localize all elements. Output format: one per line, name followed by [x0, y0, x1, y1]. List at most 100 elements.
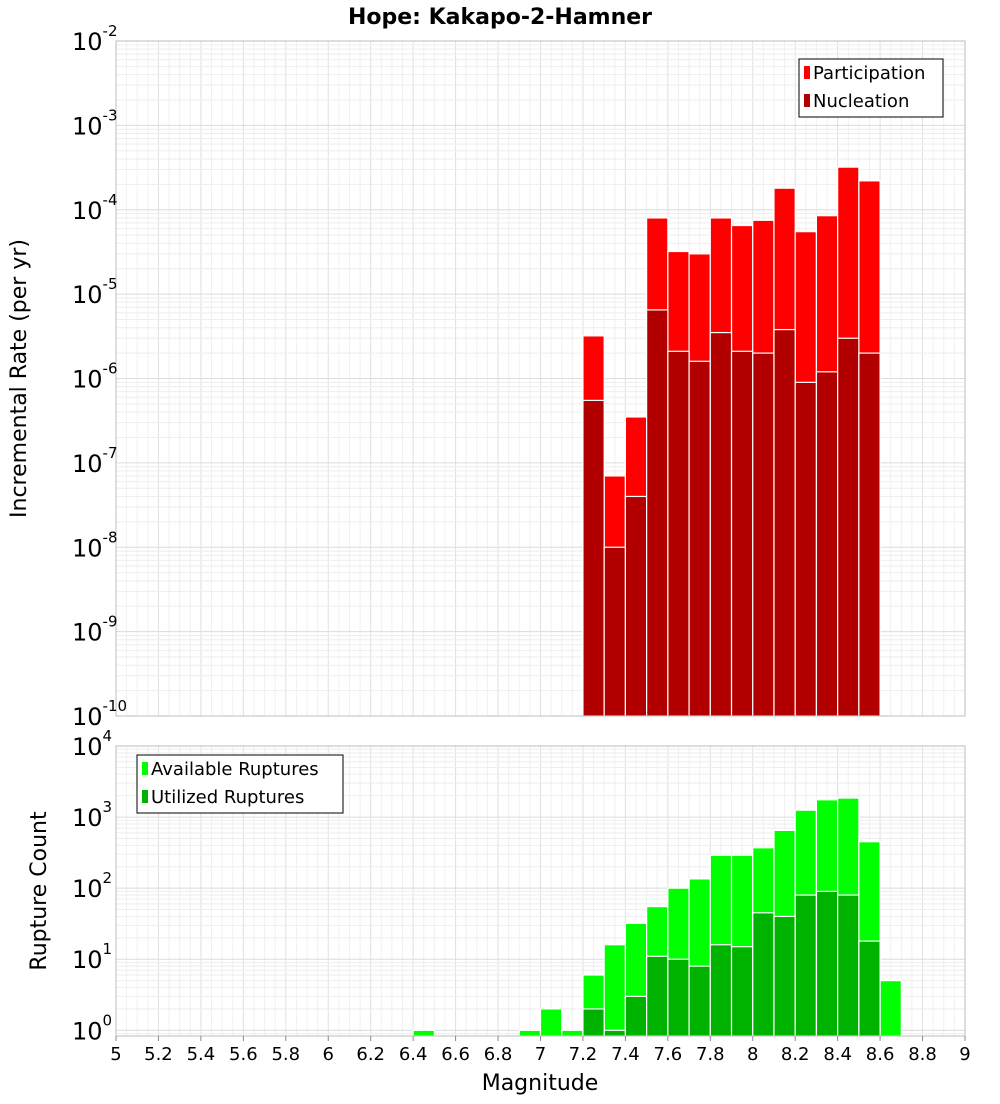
- y-tick-label: 101: [72, 940, 112, 974]
- y-tick-exponent: 3: [103, 798, 113, 816]
- y-tick-label: 10-9: [72, 613, 118, 647]
- x-axis: 5 5.2 5.4 5.6 5.8 6 6.2 6.4 6.6 6.8 7 7.2 7.4 7.6 7.8 8…: [110, 1036, 971, 1065]
- y-tick-label: 104: [72, 727, 112, 761]
- y-tick-exponent: 1: [103, 940, 113, 958]
- y-tick-label: 10-6: [72, 360, 118, 394]
- y-tick-exponent: -8: [103, 528, 118, 546]
- y-tick-label: 10-7: [72, 444, 118, 478]
- bar-available-ruptures: [539, 1008, 563, 1037]
- y-tick-base: 10: [72, 197, 103, 225]
- y-tick-base: 10: [72, 946, 103, 974]
- y-tick-exponent: -9: [103, 613, 118, 631]
- y-tick-base: 10: [72, 875, 103, 903]
- bars: [412, 797, 902, 1037]
- x-tick-label: 7.2: [569, 1044, 598, 1065]
- y-tick-base: 10: [72, 733, 103, 761]
- bar-utilized-ruptures: [837, 894, 860, 1037]
- y-tick-label: 10-10: [72, 697, 127, 731]
- plot-border: [115, 40, 966, 717]
- bar-utilized-ruptures: [709, 944, 733, 1037]
- x-tick-label: 7.4: [611, 1044, 640, 1065]
- y-tick-label: 100: [72, 1011, 112, 1045]
- y-tick-exponent: 2: [103, 869, 113, 887]
- y-tick-label: 103: [72, 798, 112, 832]
- bar-utilized-ruptures: [603, 1029, 626, 1037]
- bar-available-ruptures: [879, 980, 902, 1037]
- bar-nucleation: [582, 399, 605, 717]
- bar-nucleation: [603, 546, 626, 717]
- bar-nucleation: [837, 337, 860, 717]
- y-tick-base: 10: [72, 112, 103, 140]
- y-axis-label: Rupture Count: [27, 811, 52, 971]
- bar-nucleation: [624, 495, 648, 717]
- legend-swatch: [804, 66, 810, 79]
- y-tick-base: 10: [72, 534, 103, 562]
- legend-entry: Utilized Ruptures: [151, 787, 304, 808]
- bar-nucleation: [709, 331, 733, 717]
- bar-utilized-ruptures: [730, 946, 754, 1037]
- y-tick-exponent: -6: [103, 360, 118, 378]
- y-tick-exponent: -3: [103, 106, 118, 124]
- x-tick-label: 8.6: [866, 1044, 895, 1065]
- x-tick-label: 6.2: [356, 1044, 385, 1065]
- x-tick-label: 7.6: [654, 1044, 683, 1065]
- y-tick-base: 10: [72, 703, 103, 731]
- y-tick-exponent: 4: [103, 727, 113, 745]
- legend-box: [136, 754, 344, 814]
- y-tick-exponent: -10: [103, 697, 128, 715]
- bar-nucleation: [752, 352, 775, 717]
- y-tick-base: 10: [72, 28, 103, 56]
- legend-swatch: [142, 790, 148, 803]
- x-axis-label: Magnitude: [482, 1071, 599, 1096]
- x-tick-label: 6: [323, 1044, 334, 1065]
- legend-swatch: [142, 762, 148, 775]
- x-tick-label: 5: [110, 1044, 121, 1065]
- y-tick-label: 102: [72, 869, 112, 903]
- bar-utilized-ruptures: [773, 915, 796, 1037]
- y-tick-exponent: 0: [103, 1011, 113, 1029]
- bar-nucleation: [794, 381, 818, 717]
- x-tick-label: 5.8: [271, 1044, 300, 1065]
- y-tick-label: 10-2: [72, 22, 118, 56]
- legend-box: [798, 58, 944, 118]
- y-tick-base: 10: [72, 619, 103, 647]
- legend-entry: Nucleation: [813, 91, 909, 112]
- y-tick-label: 10-3: [72, 106, 118, 140]
- bar-nucleation: [688, 360, 711, 717]
- bar-utilized-ruptures: [582, 1008, 605, 1037]
- x-tick-label: 8: [747, 1044, 758, 1065]
- bar-available-ruptures: [412, 1029, 435, 1037]
- bar-nucleation: [815, 371, 839, 717]
- bar-utilized-ruptures: [667, 958, 690, 1037]
- x-tick-label: 7.8: [696, 1044, 725, 1065]
- x-tick-label: 5.4: [187, 1044, 216, 1065]
- legend-swatch: [804, 94, 810, 107]
- x-tick-label: 6.8: [484, 1044, 513, 1065]
- bar-utilized-ruptures: [624, 995, 648, 1037]
- y-tick-label: 10-4: [72, 191, 118, 225]
- y-tick-base: 10: [72, 804, 103, 832]
- y-axis-label: Incremental Rate (per yr): [7, 239, 32, 518]
- x-tick-label: 8.4: [823, 1044, 852, 1065]
- y-tick-exponent: -4: [103, 191, 118, 209]
- x-tick-label: 7: [535, 1044, 546, 1065]
- legend-entry: Participation: [813, 63, 925, 84]
- x-tick-label: 9: [959, 1044, 970, 1065]
- y-tick-exponent: -5: [103, 275, 118, 293]
- bar-utilized-ruptures: [858, 940, 881, 1037]
- y-tick-exponent: -2: [103, 22, 118, 40]
- bar-available-ruptures: [561, 1029, 584, 1037]
- y-tick-base: 10: [72, 366, 103, 394]
- y-tick-label: 10-5: [72, 275, 118, 309]
- legend: Participation Nucleation: [798, 58, 944, 118]
- x-tick-label: 5.6: [229, 1044, 258, 1065]
- bar-nucleation: [858, 352, 881, 717]
- bar-nucleation: [667, 350, 690, 717]
- bar-utilized-ruptures: [752, 912, 775, 1037]
- bar-available-ruptures: [603, 944, 626, 1037]
- bar-nucleation: [730, 350, 754, 717]
- chart-title: Hope: Kakapo-2-Hamner: [348, 5, 652, 30]
